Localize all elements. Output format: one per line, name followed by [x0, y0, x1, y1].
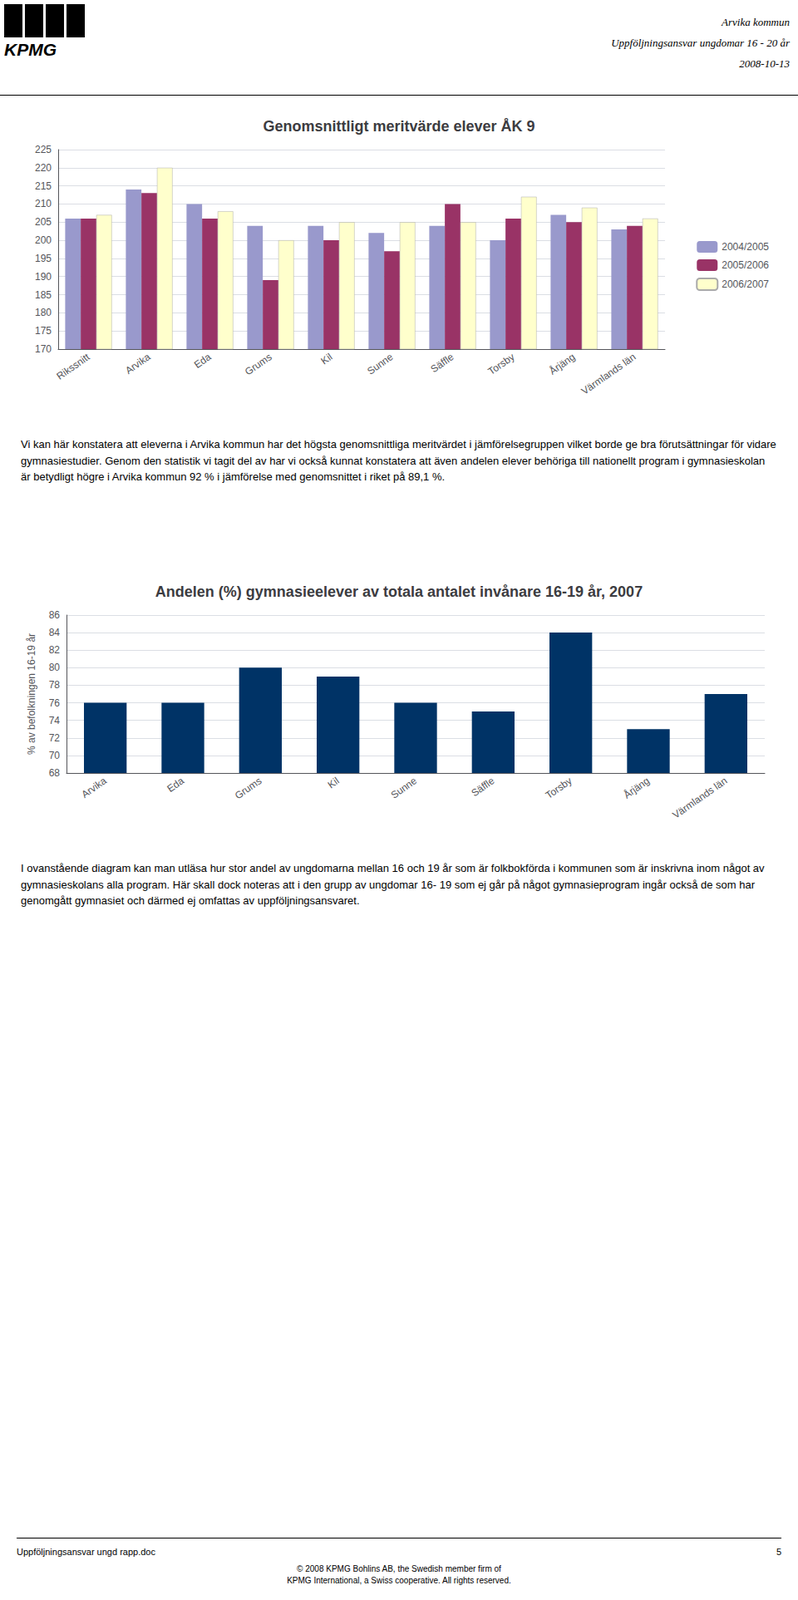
svg-text:80: 80	[49, 661, 61, 674]
svg-text:Grums: Grums	[232, 774, 265, 802]
svg-text:68: 68	[49, 767, 61, 779]
svg-text:Värmlands län: Värmlands län	[669, 774, 730, 821]
svg-text:72: 72	[49, 732, 61, 744]
svg-text:180: 180	[34, 306, 52, 319]
svg-text:86: 86	[49, 609, 61, 621]
svg-text:Kil: Kil	[319, 350, 335, 367]
svg-text:84: 84	[49, 626, 61, 639]
svg-text:Grums: Grums	[242, 350, 275, 378]
svg-text:Eda: Eda	[164, 774, 187, 795]
svg-text:190: 190	[34, 270, 52, 283]
svg-text:Årjäng: Årjäng	[620, 773, 652, 801]
svg-text:2005/2006: 2005/2006	[721, 259, 769, 271]
html-text:© 2008 KPMG Bohlins AB, the Sw: © 2008 KPMG Bohlins AB, the Swedish memb…	[286, 1564, 512, 1586]
svg-text:Andelen (%) gymnasieelever av: Andelen (%) gymnasieelever av totala ant…	[155, 583, 643, 601]
html-text:Arvika kommun: Arvika kommun	[721, 15, 790, 29]
svg-text:Torsby: Torsby	[543, 774, 575, 802]
html-text:KPMG: KPMG	[4, 39, 57, 60]
svg-text:Arvika: Arvika	[78, 774, 109, 801]
svg-text:Säffle: Säffle	[468, 774, 497, 799]
html-text:Vi kan här konstatera att elev: Vi kan här konstatera att eleverna i Arv…	[20, 438, 777, 483]
svg-text:78: 78	[49, 679, 61, 691]
svg-text:205: 205	[34, 216, 52, 228]
svg-text:Säffle: Säffle	[428, 350, 457, 375]
svg-text:175: 175	[34, 325, 52, 337]
svg-text:Värmlands län: Värmlands län	[579, 350, 639, 397]
svg-text:Sunne: Sunne	[364, 350, 396, 378]
svg-text:70: 70	[49, 749, 61, 762]
svg-text:225: 225	[34, 143, 52, 156]
svg-text:195: 195	[34, 252, 52, 265]
svg-text:Torsby: Torsby	[486, 350, 518, 378]
svg-text:74: 74	[49, 714, 61, 727]
html-text:5: 5	[776, 1546, 782, 1557]
svg-text:Rikssnitt: Rikssnitt	[54, 350, 93, 383]
svg-text:82: 82	[49, 644, 61, 656]
svg-text:200: 200	[34, 234, 52, 247]
svg-text:Sunne: Sunne	[389, 774, 420, 802]
svg-text:185: 185	[34, 289, 52, 301]
svg-text:76: 76	[49, 697, 61, 710]
svg-text:215: 215	[34, 180, 52, 193]
html-text:Uppföljningsansvar ungdomar 16: Uppföljningsansvar ungdomar 16 - 20 år	[611, 36, 790, 50]
html-text:2008-10-13: 2008-10-13	[739, 57, 790, 70]
html-text:I ovanstående diagram kan man: I ovanstående diagram kan man utläsa hur…	[20, 862, 765, 907]
svg-text:170: 170	[34, 343, 52, 355]
svg-text:2006/2007: 2006/2007	[721, 278, 769, 291]
html-text:Uppföljningsansvar ungd rapp.d: Uppföljningsansvar ungd rapp.doc	[16, 1546, 156, 1557]
svg-text:220: 220	[34, 162, 52, 174]
svg-text:Arvika: Arvika	[123, 350, 153, 377]
svg-text:Årjäng: Årjäng	[546, 349, 578, 377]
svg-text:Eda: Eda	[192, 350, 214, 371]
svg-text:210: 210	[34, 197, 52, 210]
svg-text:Kil: Kil	[325, 774, 342, 791]
svg-text:2004/2005: 2004/2005	[721, 241, 769, 253]
svg-text:% av befolkningen 16-19 år: % av befolkningen 16-19 år	[25, 633, 38, 755]
svg-text:Genomsnittligt meritvärde elev: Genomsnittligt meritvärde elever ÅK 9	[262, 118, 535, 135]
